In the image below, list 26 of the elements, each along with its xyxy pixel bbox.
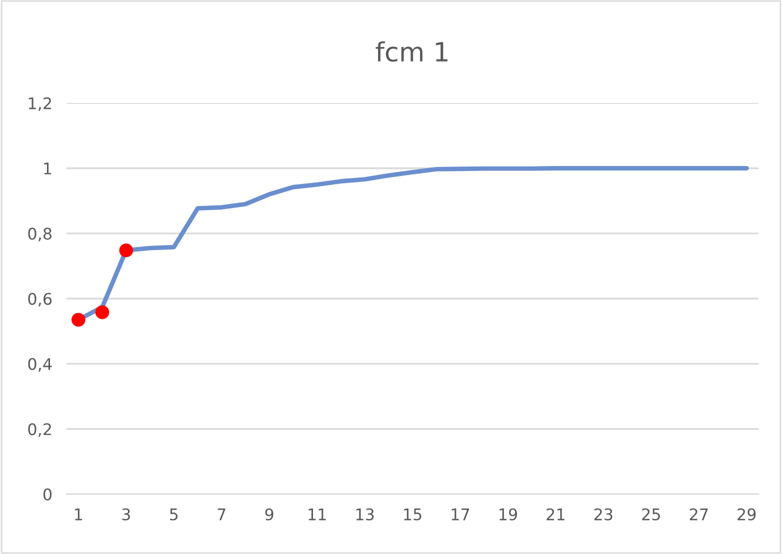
x-tick-label: 25 bbox=[642, 508, 660, 520]
y-tick-label: 0 bbox=[43, 488, 52, 500]
y-tick-label: 0,6 bbox=[28, 292, 52, 307]
y-tick-label: 0,4 bbox=[28, 358, 52, 372]
y-tick-label: 1 bbox=[44, 162, 52, 174]
x-tick-label: 19 bbox=[500, 508, 517, 520]
y-tick-label: 0,2 bbox=[28, 423, 51, 437]
x-tick-label: 3 bbox=[122, 508, 130, 520]
point bbox=[71, 312, 86, 327]
x-tick-label: 9 bbox=[265, 508, 274, 520]
x-tick-label: 17 bbox=[452, 508, 470, 520]
y-tick-label: 1,2 bbox=[28, 97, 51, 111]
x-tick-label: 5 bbox=[170, 508, 178, 520]
x-tick-label: 23 bbox=[594, 508, 612, 520]
y-tick-label: 0,8 bbox=[28, 228, 52, 242]
x-tick-label: 29 bbox=[738, 508, 756, 520]
x-tick-label: 1 bbox=[75, 508, 82, 520]
point bbox=[95, 305, 110, 320]
x-tick-label: 15 bbox=[404, 508, 422, 520]
x-tick-label: 13 bbox=[356, 508, 374, 520]
point bbox=[119, 243, 134, 258]
x-tick-label: 7 bbox=[218, 508, 226, 520]
x-tick-label: 11 bbox=[308, 508, 326, 520]
x-tick-label: 27 bbox=[690, 508, 708, 520]
chart-title: fcm 1 bbox=[376, 41, 448, 62]
x-tick-label: 21 bbox=[546, 508, 564, 520]
